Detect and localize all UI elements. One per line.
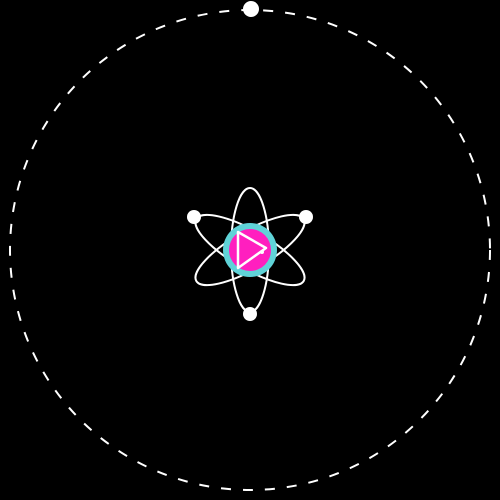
- electron-dot: [243, 307, 257, 321]
- electron-dot: [299, 210, 313, 224]
- nucleus-highlight: [260, 250, 264, 254]
- nucleus-play-button[interactable]: [223, 223, 277, 277]
- play-triangle-icon: [236, 230, 268, 270]
- outer-orbit-dot[interactable]: [243, 1, 259, 17]
- electron-dot: [187, 210, 201, 224]
